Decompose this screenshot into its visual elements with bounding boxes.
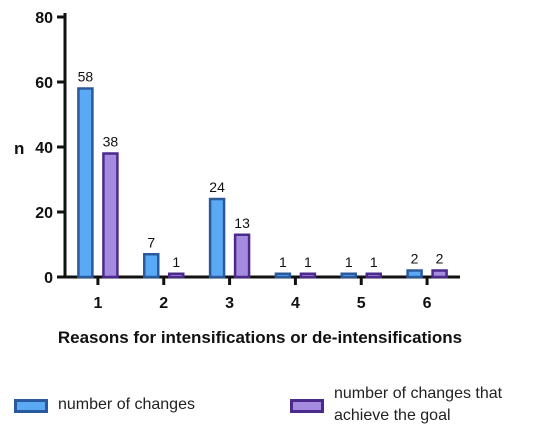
data-label: 1 [304,254,312,270]
data-label: 1 [370,254,378,270]
bar-changes-achieve-goal-6 [431,269,448,279]
data-label: 24 [209,179,225,195]
y-tick-label: 0 [44,270,53,287]
x-tick-label: 3 [225,295,234,312]
y-tick-label: 40 [35,140,53,157]
y-axis: 0 20 40 60 80 [35,10,67,287]
bar-changes-achieve-goal-3 [233,233,251,279]
data-label: 38 [103,134,119,150]
data-label: 1 [279,254,287,270]
y-axis-title: n [14,139,24,158]
y-tick-label: 60 [35,75,53,92]
bar-changes-achieve-goal-4 [299,272,317,279]
x-tick-label: 4 [291,295,300,312]
data-label: 58 [78,69,94,85]
bar-number-of-changes-3 [208,197,226,279]
data-labels: 58 38 7 1 24 13 1 1 1 1 2 2 [78,69,444,270]
x-tick-label: 1 [93,295,102,312]
y-tick-label: 20 [35,205,53,222]
bar-number-of-changes-2 [143,253,160,279]
bar-changes-achieve-goal-5 [365,272,382,279]
bars [77,87,448,279]
data-label: 13 [234,215,250,231]
data-label: 1 [172,254,180,270]
bar-number-of-changes-5 [340,272,357,279]
y-tick-label: 80 [35,10,53,27]
bar-changes-achieve-goal-1 [102,152,119,279]
x-tick-label: 6 [423,295,432,312]
data-label: 1 [345,254,353,270]
bar-number-of-changes-4 [274,272,292,279]
bar-number-of-changes-1 [77,87,94,279]
x-axis: 1 2 3 4 5 6 [63,275,460,312]
x-tick-label: 5 [357,295,366,312]
data-label: 2 [411,251,419,267]
bar-changes-achieve-goal-2 [168,272,185,279]
data-label: 2 [436,251,444,267]
bar-number-of-changes-6 [406,269,423,279]
x-axis-title: Reasons for intensifications or de-inten… [58,328,462,347]
x-tick-label: 2 [159,295,168,312]
data-label: 7 [147,234,155,250]
